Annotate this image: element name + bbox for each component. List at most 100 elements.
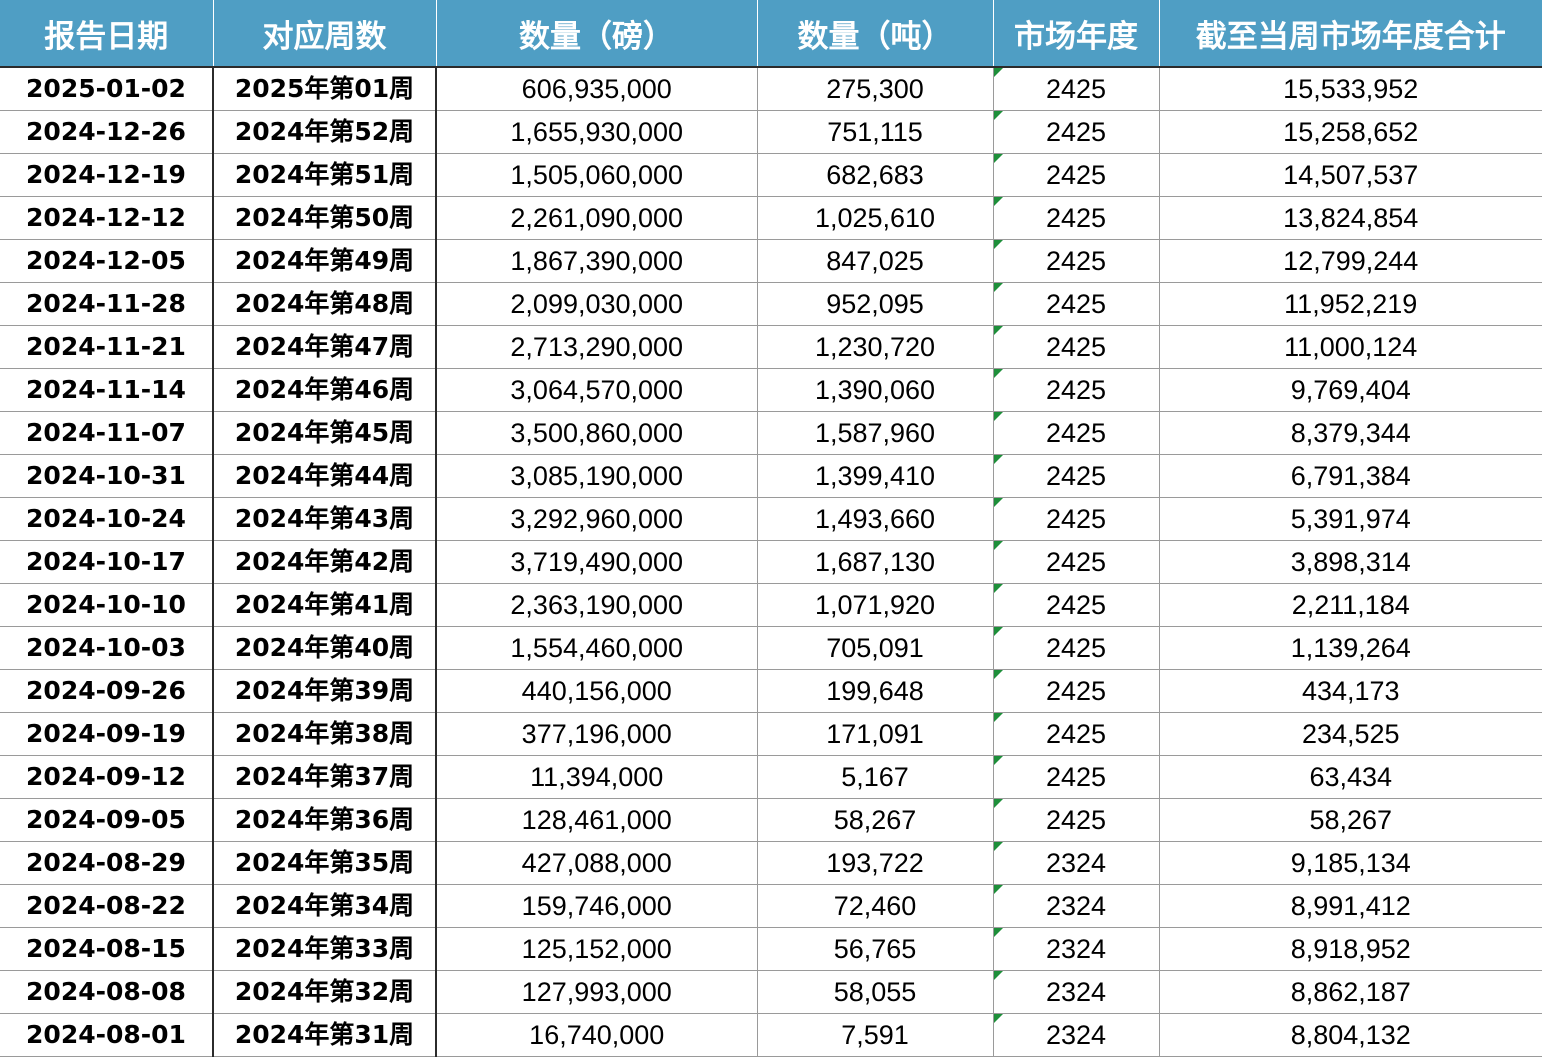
cell-report-date[interactable]: 2024-08-15 [0, 927, 214, 971]
cell-week[interactable]: 2024年第35周 [213, 841, 437, 885]
cell-week[interactable]: 2024年第47周 [213, 325, 437, 369]
cell-quantity-tons[interactable]: 1,687,130 [757, 540, 994, 584]
cell-quantity-tons[interactable]: 199,648 [757, 669, 994, 713]
cell-cumulative-total[interactable]: 14,507,537 [1159, 153, 1542, 197]
cell-quantity-tons[interactable]: 1,587,960 [757, 411, 994, 455]
cell-cumulative-total[interactable]: 15,258,652 [1159, 110, 1542, 154]
cell-report-date[interactable]: 2024-12-26 [0, 110, 214, 154]
cell-quantity-tons[interactable]: 58,267 [757, 798, 994, 842]
cell-quantity-tons[interactable]: 1,493,660 [757, 497, 994, 541]
cell-market-year[interactable]: 2425 [993, 454, 1160, 498]
cell-cumulative-total[interactable]: 11,952,219 [1159, 282, 1542, 326]
cell-quantity-pounds[interactable]: 16,740,000 [436, 1013, 758, 1057]
cell-report-date[interactable]: 2024-11-28 [0, 282, 214, 326]
cell-report-date[interactable]: 2024-09-12 [0, 755, 214, 799]
cell-market-year[interactable]: 2425 [993, 540, 1160, 584]
cell-quantity-pounds[interactable]: 3,292,960,000 [436, 497, 758, 541]
cell-cumulative-total[interactable]: 11,000,124 [1159, 325, 1542, 369]
cell-week[interactable]: 2024年第39周 [213, 669, 437, 713]
cell-quantity-pounds[interactable]: 128,461,000 [436, 798, 758, 842]
cell-week[interactable]: 2024年第34周 [213, 884, 437, 928]
cell-week[interactable]: 2024年第36周 [213, 798, 437, 842]
cell-quantity-pounds[interactable]: 3,500,860,000 [436, 411, 758, 455]
cell-market-year[interactable]: 2425 [993, 755, 1160, 799]
cell-quantity-pounds[interactable]: 2,713,290,000 [436, 325, 758, 369]
cell-quantity-tons[interactable]: 1,390,060 [757, 368, 994, 412]
cell-quantity-tons[interactable]: 1,025,610 [757, 196, 994, 240]
cell-week[interactable]: 2024年第48周 [213, 282, 437, 326]
cell-cumulative-total[interactable]: 8,918,952 [1159, 927, 1542, 971]
header-report-date[interactable]: 报告日期 [0, 0, 214, 68]
cell-market-year[interactable]: 2425 [993, 626, 1160, 670]
cell-week[interactable]: 2025年第01周 [213, 67, 437, 111]
cell-market-year[interactable]: 2425 [993, 497, 1160, 541]
cell-report-date[interactable]: 2024-11-21 [0, 325, 214, 369]
cell-cumulative-total[interactable]: 9,769,404 [1159, 368, 1542, 412]
header-week[interactable]: 对应周数 [213, 0, 437, 68]
cell-report-date[interactable]: 2024-11-14 [0, 368, 214, 412]
cell-week[interactable]: 2024年第40周 [213, 626, 437, 670]
cell-cumulative-total[interactable]: 9,185,134 [1159, 841, 1542, 885]
cell-market-year[interactable]: 2425 [993, 583, 1160, 627]
cell-week[interactable]: 2024年第50周 [213, 196, 437, 240]
cell-week[interactable]: 2024年第33周 [213, 927, 437, 971]
cell-quantity-tons[interactable]: 1,399,410 [757, 454, 994, 498]
header-quantity-pounds[interactable]: 数量（磅） [436, 0, 758, 68]
cell-market-year[interactable]: 2425 [993, 239, 1160, 283]
cell-quantity-tons[interactable]: 193,722 [757, 841, 994, 885]
header-quantity-tons[interactable]: 数量（吨） [757, 0, 994, 68]
cell-quantity-pounds[interactable]: 377,196,000 [436, 712, 758, 756]
cell-quantity-pounds[interactable]: 159,746,000 [436, 884, 758, 928]
cell-cumulative-total[interactable]: 234,525 [1159, 712, 1542, 756]
cell-market-year[interactable]: 2324 [993, 1013, 1160, 1057]
cell-report-date[interactable]: 2024-12-05 [0, 239, 214, 283]
cell-cumulative-total[interactable]: 15,533,952 [1159, 67, 1542, 111]
cell-week[interactable]: 2024年第41周 [213, 583, 437, 627]
cell-week[interactable]: 2024年第43周 [213, 497, 437, 541]
cell-week[interactable]: 2024年第52周 [213, 110, 437, 154]
cell-market-year[interactable]: 2425 [993, 110, 1160, 154]
cell-cumulative-total[interactable]: 8,991,412 [1159, 884, 1542, 928]
cell-report-date[interactable]: 2024-09-05 [0, 798, 214, 842]
cell-cumulative-total[interactable]: 2,211,184 [1159, 583, 1542, 627]
cell-report-date[interactable]: 2024-10-03 [0, 626, 214, 670]
cell-report-date[interactable]: 2024-12-19 [0, 153, 214, 197]
cell-market-year[interactable]: 2324 [993, 927, 1160, 971]
cell-quantity-pounds[interactable]: 1,505,060,000 [436, 153, 758, 197]
header-cumulative-total[interactable]: 截至当周市场年度合计 [1159, 0, 1542, 68]
cell-quantity-tons[interactable]: 1,071,920 [757, 583, 994, 627]
cell-market-year[interactable]: 2425 [993, 669, 1160, 713]
cell-cumulative-total[interactable]: 8,804,132 [1159, 1013, 1542, 1057]
header-market-year[interactable]: 市场年度 [993, 0, 1160, 68]
cell-cumulative-total[interactable]: 13,824,854 [1159, 196, 1542, 240]
cell-week[interactable]: 2024年第42周 [213, 540, 437, 584]
cell-market-year[interactable]: 2425 [993, 67, 1160, 111]
cell-week[interactable]: 2024年第32周 [213, 970, 437, 1014]
cell-quantity-pounds[interactable]: 3,719,490,000 [436, 540, 758, 584]
cell-cumulative-total[interactable]: 3,898,314 [1159, 540, 1542, 584]
cell-quantity-pounds[interactable]: 3,085,190,000 [436, 454, 758, 498]
cell-quantity-tons[interactable]: 705,091 [757, 626, 994, 670]
cell-cumulative-total[interactable]: 1,139,264 [1159, 626, 1542, 670]
cell-market-year[interactable]: 2425 [993, 282, 1160, 326]
cell-market-year[interactable]: 2425 [993, 411, 1160, 455]
cell-market-year[interactable]: 2425 [993, 368, 1160, 412]
cell-report-date[interactable]: 2025-01-02 [0, 67, 214, 111]
cell-week[interactable]: 2024年第44周 [213, 454, 437, 498]
cell-quantity-pounds[interactable]: 1,655,930,000 [436, 110, 758, 154]
cell-report-date[interactable]: 2024-08-29 [0, 841, 214, 885]
cell-cumulative-total[interactable]: 5,391,974 [1159, 497, 1542, 541]
cell-quantity-pounds[interactable]: 440,156,000 [436, 669, 758, 713]
cell-quantity-tons[interactable]: 275,300 [757, 67, 994, 111]
cell-quantity-tons[interactable]: 751,115 [757, 110, 994, 154]
cell-report-date[interactable]: 2024-10-31 [0, 454, 214, 498]
cell-report-date[interactable]: 2024-08-01 [0, 1013, 214, 1057]
cell-cumulative-total[interactable]: 8,862,187 [1159, 970, 1542, 1014]
cell-quantity-tons[interactable]: 58,055 [757, 970, 994, 1014]
cell-report-date[interactable]: 2024-08-08 [0, 970, 214, 1014]
cell-quantity-pounds[interactable]: 606,935,000 [436, 67, 758, 111]
cell-quantity-pounds[interactable]: 127,993,000 [436, 970, 758, 1014]
cell-week[interactable]: 2024年第49周 [213, 239, 437, 283]
cell-week[interactable]: 2024年第31周 [213, 1013, 437, 1057]
cell-week[interactable]: 2024年第38周 [213, 712, 437, 756]
